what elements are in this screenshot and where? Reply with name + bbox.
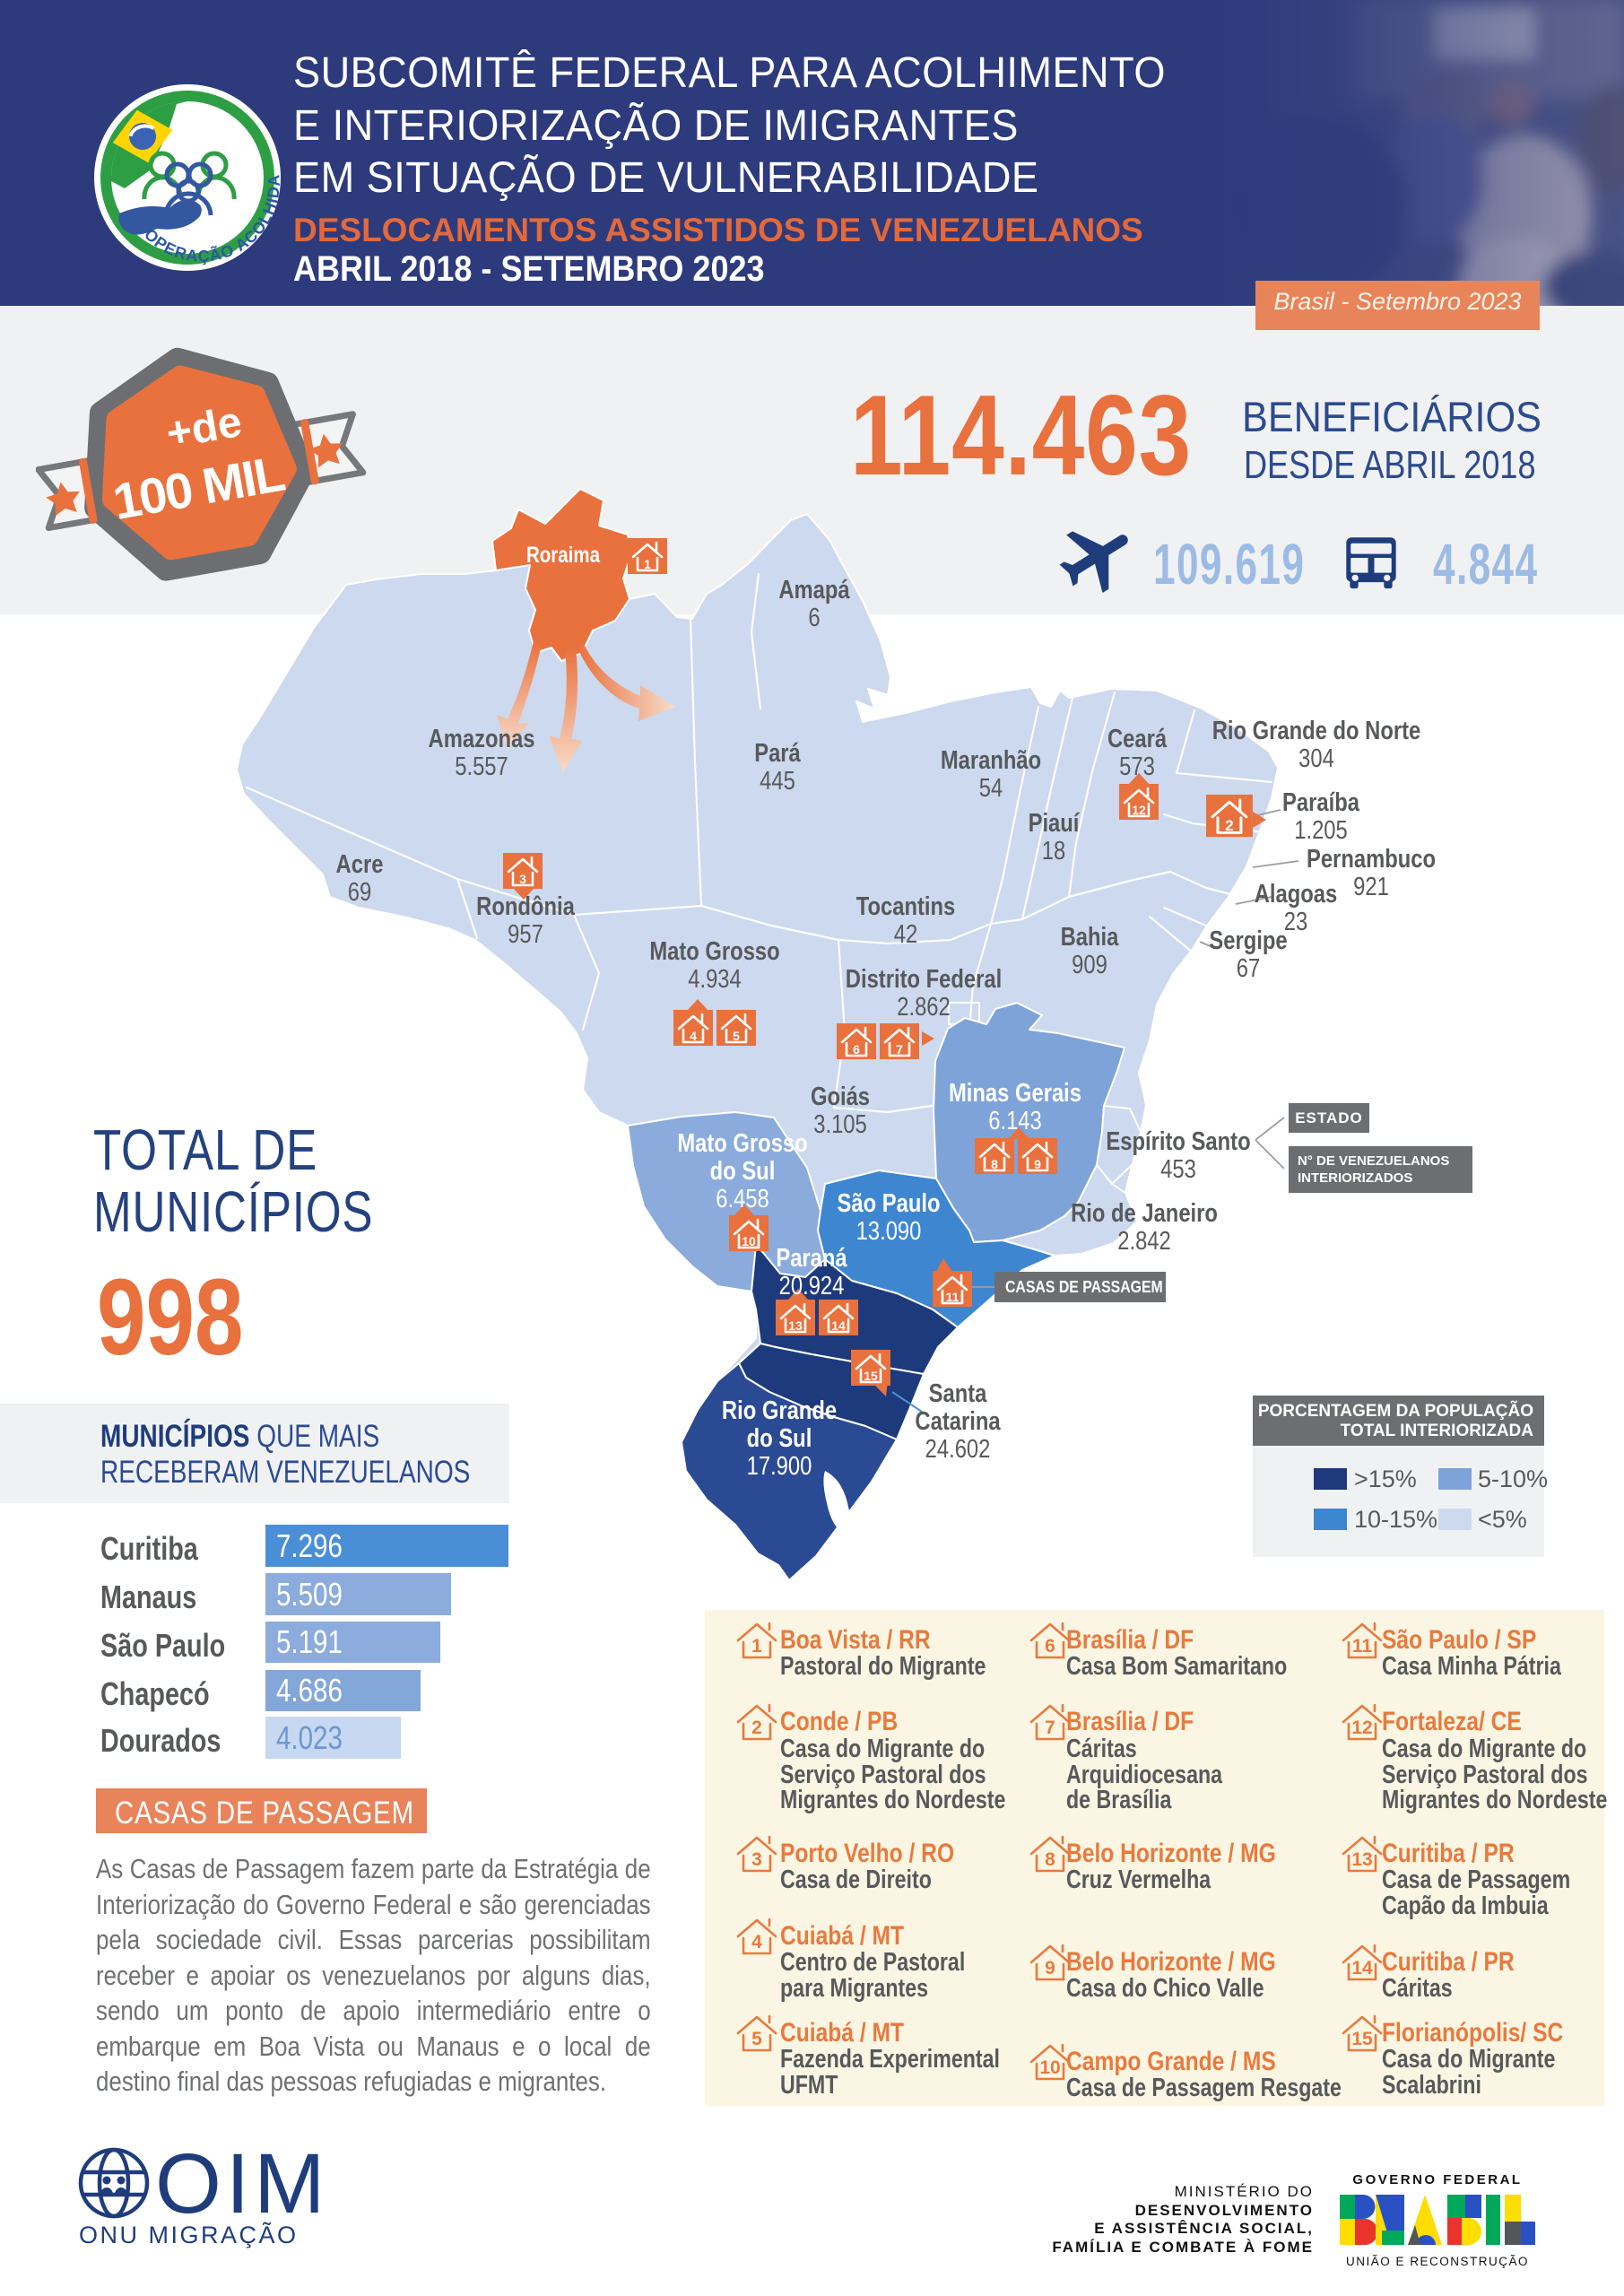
svg-text:5: 5 <box>733 1029 740 1043</box>
svg-text:1: 1 <box>751 1636 762 1657</box>
svg-text:5: 5 <box>751 2029 762 2049</box>
svg-text:11: 11 <box>1352 1636 1373 1657</box>
svg-text:14: 14 <box>1351 1958 1373 1979</box>
svg-text:4: 4 <box>690 1029 697 1043</box>
svg-text:10: 10 <box>1039 2057 1060 2078</box>
svg-text:8: 8 <box>991 1157 998 1171</box>
svg-text:12: 12 <box>1132 803 1146 817</box>
svg-text:9: 9 <box>1034 1157 1041 1171</box>
svg-text:4: 4 <box>751 1932 762 1952</box>
svg-text:13: 13 <box>1351 1849 1372 1870</box>
svg-text:2: 2 <box>751 1718 762 1738</box>
svg-text:8: 8 <box>1045 1849 1055 1870</box>
svg-text:UNIÃO E RECONSTRUÇÃO: UNIÃO E RECONSTRUÇÃO <box>1346 2255 1529 2268</box>
svg-text:15: 15 <box>864 1369 878 1383</box>
svg-text:1: 1 <box>644 557 651 571</box>
svg-text:6: 6 <box>1045 1636 1055 1657</box>
svg-text:13: 13 <box>788 1318 803 1333</box>
svg-text:7: 7 <box>1045 1718 1055 1738</box>
svg-text:3: 3 <box>519 872 526 886</box>
svg-text:11: 11 <box>946 1290 960 1304</box>
svg-text:GOVERNO FEDERAL: GOVERNO FEDERAL <box>1352 2172 1522 2187</box>
svg-text:2: 2 <box>1225 817 1233 834</box>
svg-text:14: 14 <box>831 1318 846 1333</box>
svg-text:12: 12 <box>1351 1718 1372 1738</box>
svg-text:ONU MIGRAÇÃO: ONU MIGRAÇÃO <box>79 2221 299 2248</box>
svg-text:7: 7 <box>896 1042 903 1057</box>
svg-text:3: 3 <box>751 1849 762 1870</box>
svg-text:10: 10 <box>742 1234 756 1248</box>
svg-text:OIM: OIM <box>155 2147 329 2231</box>
svg-text:9: 9 <box>1045 1958 1055 1979</box>
svg-text:6: 6 <box>853 1042 860 1057</box>
svg-text:15: 15 <box>1351 2029 1373 2049</box>
